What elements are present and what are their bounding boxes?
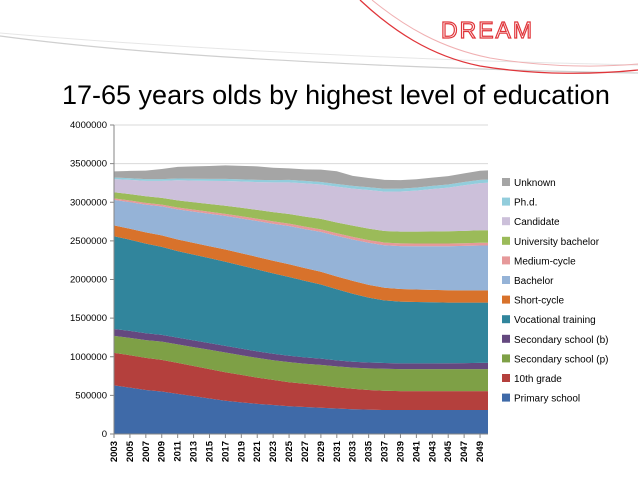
legend-label-secondary-school-p: Secondary school (p) bbox=[514, 354, 609, 365]
legend-swatch-unknown bbox=[502, 178, 510, 186]
legend-label-secondary-school-b: Secondary school (b) bbox=[514, 335, 609, 346]
legend-label-vocational-training: Vocational training bbox=[514, 315, 596, 326]
legend-label-candidate: Candidate bbox=[514, 217, 560, 228]
y-axis-ticks: 0 500000 1000000 1500000 2000000 2500000 30000… bbox=[70, 120, 114, 440]
header-accent-line bbox=[359, 0, 638, 74]
x-axis-ticks: 2003 2005 2007 2009 2011 2013 2015 2017 2019 2021… bbox=[109, 434, 486, 462]
legend-swatch-primary-school bbox=[502, 393, 510, 402]
header-wave-outer bbox=[0, 35, 638, 74]
x-tick-label: 2023 bbox=[268, 441, 279, 462]
x-tick-label: 2025 bbox=[284, 440, 295, 462]
x-tick-label: 2007 bbox=[141, 441, 152, 462]
area-bachelor bbox=[114, 199, 488, 291]
logo-text: DREAM bbox=[441, 17, 534, 43]
slide-title: 17-65 years olds by highest level of edu… bbox=[62, 80, 610, 110]
legend-swatch-secondary-school-p bbox=[502, 354, 510, 363]
header-wave-inner bbox=[0, 32, 638, 66]
x-tick-label: 2037 bbox=[380, 441, 391, 462]
area-university-bachelor bbox=[114, 192, 488, 244]
legend-swatch-short-cycle bbox=[502, 295, 510, 304]
x-tick-label: 2031 bbox=[332, 440, 343, 462]
x-tick-label: 2035 bbox=[364, 440, 375, 462]
x-tick-label: 2049 bbox=[475, 441, 486, 462]
x-tick-label: 2029 bbox=[316, 441, 327, 462]
x-tick-label: 2027 bbox=[300, 441, 311, 462]
dream-logo: DREAM bbox=[441, 16, 534, 43]
area-short-cycle bbox=[114, 225, 488, 303]
x-tick-label: 2041 bbox=[411, 440, 422, 462]
header-decoration bbox=[0, 0, 638, 74]
y-tick-label: 0 bbox=[102, 429, 107, 440]
legend-label-university-bachelor: University bachelor bbox=[514, 237, 600, 248]
x-tick-label: 2011 bbox=[173, 440, 184, 461]
legend-swatch-10th-grade bbox=[502, 374, 510, 382]
legend-swatch-university-bachelor bbox=[502, 236, 510, 245]
x-tick-label: 2013 bbox=[189, 441, 200, 462]
x-tick-label: 2015 bbox=[204, 440, 215, 462]
x-tick-label: 2005 bbox=[125, 440, 136, 462]
y-tick-label: 3000000 bbox=[70, 197, 107, 208]
legend-label-10th-grade: 10th grade bbox=[514, 374, 562, 385]
y-tick-label: 1500000 bbox=[70, 313, 107, 324]
stacked-area-chart: 0 500000 1000000 1500000 2000000 2500000 30000… bbox=[70, 120, 609, 462]
chart-areas bbox=[114, 165, 488, 434]
x-tick-label: 2009 bbox=[157, 441, 168, 462]
area-secondary-school-p bbox=[114, 335, 488, 392]
x-tick-label: 2017 bbox=[220, 441, 231, 462]
y-tick-label: 3500000 bbox=[70, 159, 107, 170]
legend-swatch-medium-cycle bbox=[502, 256, 510, 265]
y-tick-label: 4000000 bbox=[70, 120, 107, 131]
y-tick-label: 1000000 bbox=[70, 352, 107, 363]
area-10th-grade bbox=[114, 352, 488, 411]
legend-label-bachelor: Bachelor bbox=[514, 276, 554, 287]
legend-swatch-bachelor bbox=[502, 276, 510, 284]
x-tick-label: 2045 bbox=[443, 440, 454, 462]
area-primary-school bbox=[114, 385, 488, 434]
x-tick-label: 2039 bbox=[395, 441, 406, 462]
x-tick-label: 2019 bbox=[236, 441, 247, 462]
x-tick-label: 2021 bbox=[252, 440, 263, 462]
legend-swatch-vocational-training bbox=[502, 315, 510, 324]
header-accent-line-2 bbox=[371, 0, 638, 67]
legend-swatch-secondary-school-b bbox=[502, 334, 510, 343]
area-vocational-training bbox=[114, 236, 488, 364]
chart-legend: Unknown Ph.d. Candidate University bachelor… bbox=[502, 178, 609, 405]
x-tick-label: 2003 bbox=[109, 441, 120, 462]
legend-label-unknown: Unknown bbox=[514, 178, 556, 189]
x-tick-label: 2033 bbox=[348, 441, 359, 462]
legend-swatch-candidate bbox=[502, 217, 510, 226]
legend-label-medium-cycle: Medium-cycle bbox=[514, 256, 576, 267]
legend-swatch-ph-d bbox=[502, 197, 510, 206]
x-tick-label: 2047 bbox=[459, 441, 470, 462]
area-unknown bbox=[114, 165, 488, 189]
legend-label-short-cycle: Short-cycle bbox=[514, 296, 564, 307]
area-candidate bbox=[114, 179, 488, 232]
y-tick-label: 2500000 bbox=[70, 236, 107, 247]
legend-label-ph-d: Ph.d. bbox=[514, 198, 537, 209]
area-secondary-school-b bbox=[114, 328, 488, 370]
x-tick-label: 2043 bbox=[427, 441, 438, 462]
y-tick-label: 2000000 bbox=[70, 275, 107, 286]
y-tick-label: 500000 bbox=[75, 390, 107, 401]
legend-label-primary-school: Primary school bbox=[514, 394, 580, 405]
